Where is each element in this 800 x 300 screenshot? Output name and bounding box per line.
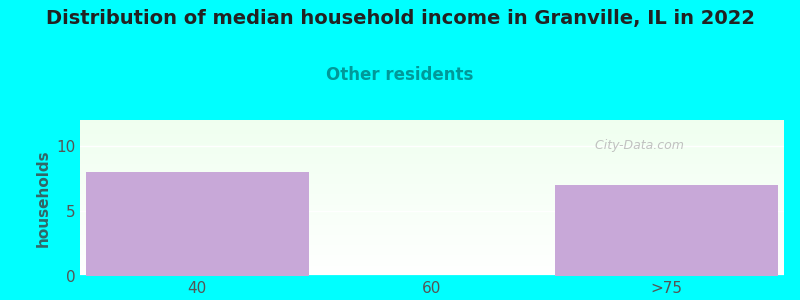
Bar [555,185,778,276]
Bar [86,172,309,276]
Text: Distribution of median household income in Granville, IL in 2022: Distribution of median household income … [46,9,754,28]
Y-axis label: households: households [35,149,50,247]
Text: Other residents: Other residents [326,66,474,84]
Text: City-Data.com: City-Data.com [587,139,684,152]
